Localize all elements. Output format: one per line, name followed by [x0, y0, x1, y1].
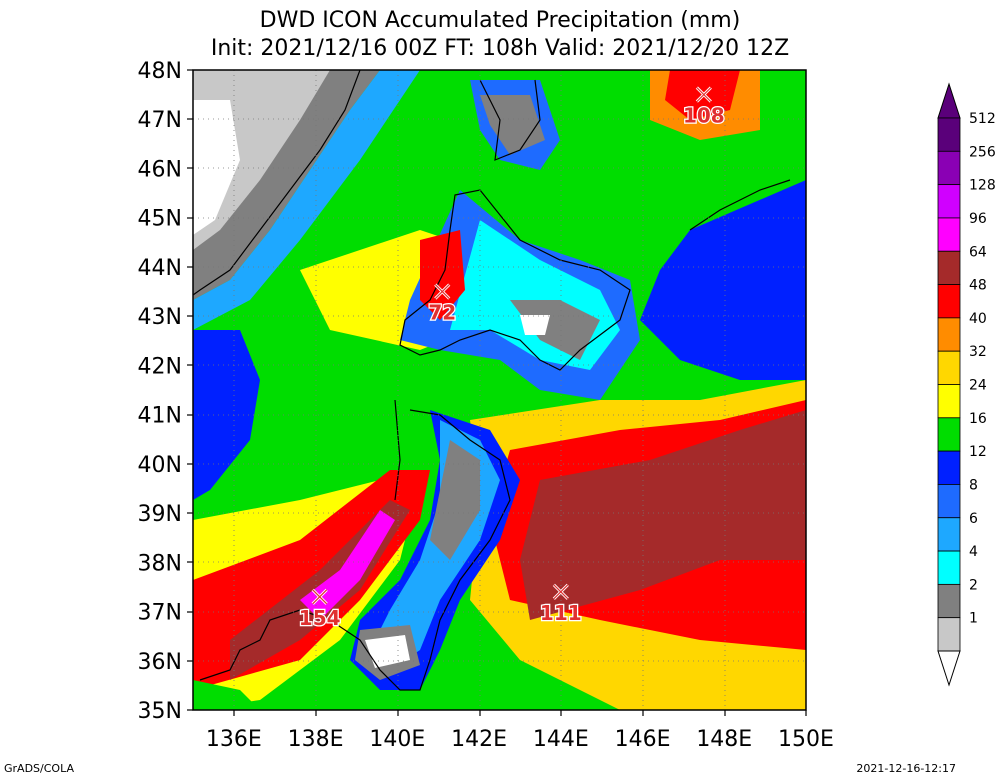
- colorbar-label: 2: [969, 577, 978, 593]
- longitude-labels: 136E 138E 140E 142E 144E 146E 148E 150E: [206, 727, 834, 752]
- colorbar-label: 32: [969, 344, 987, 360]
- lat-label: 46N: [138, 157, 182, 182]
- marker-cross: [553, 584, 569, 600]
- footer-right: 2021-12-16-12:17: [856, 762, 956, 775]
- colorbar-swatch: [937, 384, 961, 419]
- lon-label: 136E: [206, 727, 262, 752]
- colorbar-swatch: [937, 517, 961, 552]
- lat-label: 48N: [138, 59, 182, 84]
- marker-label: 108: [683, 104, 725, 128]
- lat-label: 43N: [138, 305, 182, 330]
- lat-label: 47N: [138, 108, 182, 133]
- colorbar-swatch: [937, 217, 961, 252]
- chart-subtitle: Init: 2021/12/16 00Z FT: 108h Valid: 202…: [210, 36, 790, 61]
- graticule: [193, 70, 806, 710]
- latitude-labels: 48N 47N 46N 45N 44N 43N 42N 41N 40N 39N 38N 37N 36N 3…: [138, 59, 182, 724]
- colorbar-swatch: [937, 583, 961, 619]
- colorbar-label: 1: [969, 611, 978, 627]
- plot-frame: [192, 69, 807, 711]
- colorbar-bottom-arrow: [937, 650, 961, 687]
- colorbar-label: 12: [969, 444, 987, 460]
- colorbar-label: 40: [969, 311, 987, 327]
- precip-field: [193, 70, 806, 710]
- lat-label: 44N: [138, 256, 182, 281]
- colorbar-label: 512: [969, 111, 996, 127]
- lon-label: 142E: [451, 727, 507, 752]
- lat-label: 35N: [138, 699, 182, 724]
- colorbar-swatch: [937, 117, 961, 152]
- max-marker: 72: [427, 283, 457, 326]
- colorbar-label: 8: [969, 477, 978, 493]
- max-markers: 108 72 154 111: [298, 86, 726, 631]
- colorbar-swatch: [937, 350, 961, 385]
- marker-label: 154: [299, 606, 341, 630]
- colorbar-swatch: [937, 450, 961, 485]
- marker-cross: [696, 87, 712, 103]
- colorbar-label: 128: [969, 178, 996, 194]
- colorbar-swatch: [937, 150, 961, 186]
- max-marker: 111: [539, 583, 583, 626]
- lat-label: 36N: [138, 650, 182, 675]
- lon-label: 148E: [696, 727, 752, 752]
- colorbar-label: 6: [969, 511, 978, 527]
- colorbar-label: 24: [969, 378, 987, 394]
- colorbar-swatch: [937, 617, 961, 652]
- max-marker: 154: [298, 588, 342, 631]
- marker-label: 111: [540, 601, 582, 625]
- marker-label: 72: [428, 301, 456, 325]
- lon-label: 140E: [369, 727, 425, 752]
- colorbar-label: 4: [969, 544, 978, 560]
- lat-label: 38N: [138, 551, 182, 576]
- lat-label: 42N: [138, 354, 182, 379]
- max-marker: 108: [682, 86, 726, 129]
- lat-label: 40N: [138, 453, 182, 478]
- colorbar-top-arrow: [937, 82, 961, 119]
- colorbar-swatch: [937, 317, 961, 352]
- lat-label: 37N: [138, 601, 182, 626]
- coastlines: [193, 70, 791, 691]
- lon-label: 150E: [778, 727, 834, 752]
- lon-label: 144E: [533, 727, 589, 752]
- lon-label: 146E: [615, 727, 671, 752]
- colorbar-label: 96: [969, 211, 987, 227]
- colorbar-swatch: [937, 484, 961, 519]
- lat-label: 39N: [138, 502, 182, 527]
- colorbar-swatch: [937, 550, 961, 585]
- colorbar-swatch: [937, 250, 961, 285]
- lon-label: 138E: [288, 727, 344, 752]
- lat-label: 41N: [138, 404, 182, 429]
- colorbar-label: 256: [969, 144, 996, 160]
- marker-cross: [312, 589, 328, 605]
- colorbar-swatch: [937, 417, 961, 452]
- colorbar-swatch: [937, 284, 961, 319]
- chart-title: DWD ICON Accumulated Precipitation (mm): [259, 8, 741, 33]
- marker-cross: [434, 284, 450, 299]
- lat-label: 45N: [138, 207, 182, 232]
- colorbar-label: 16: [969, 411, 987, 427]
- axis-ticks: [187, 69, 807, 716]
- colorbar-swatch: [937, 184, 961, 219]
- footer-left: GrADS/COLA: [4, 762, 74, 775]
- colorbar-label: 64: [969, 244, 987, 260]
- colorbar-label: 48: [969, 278, 987, 294]
